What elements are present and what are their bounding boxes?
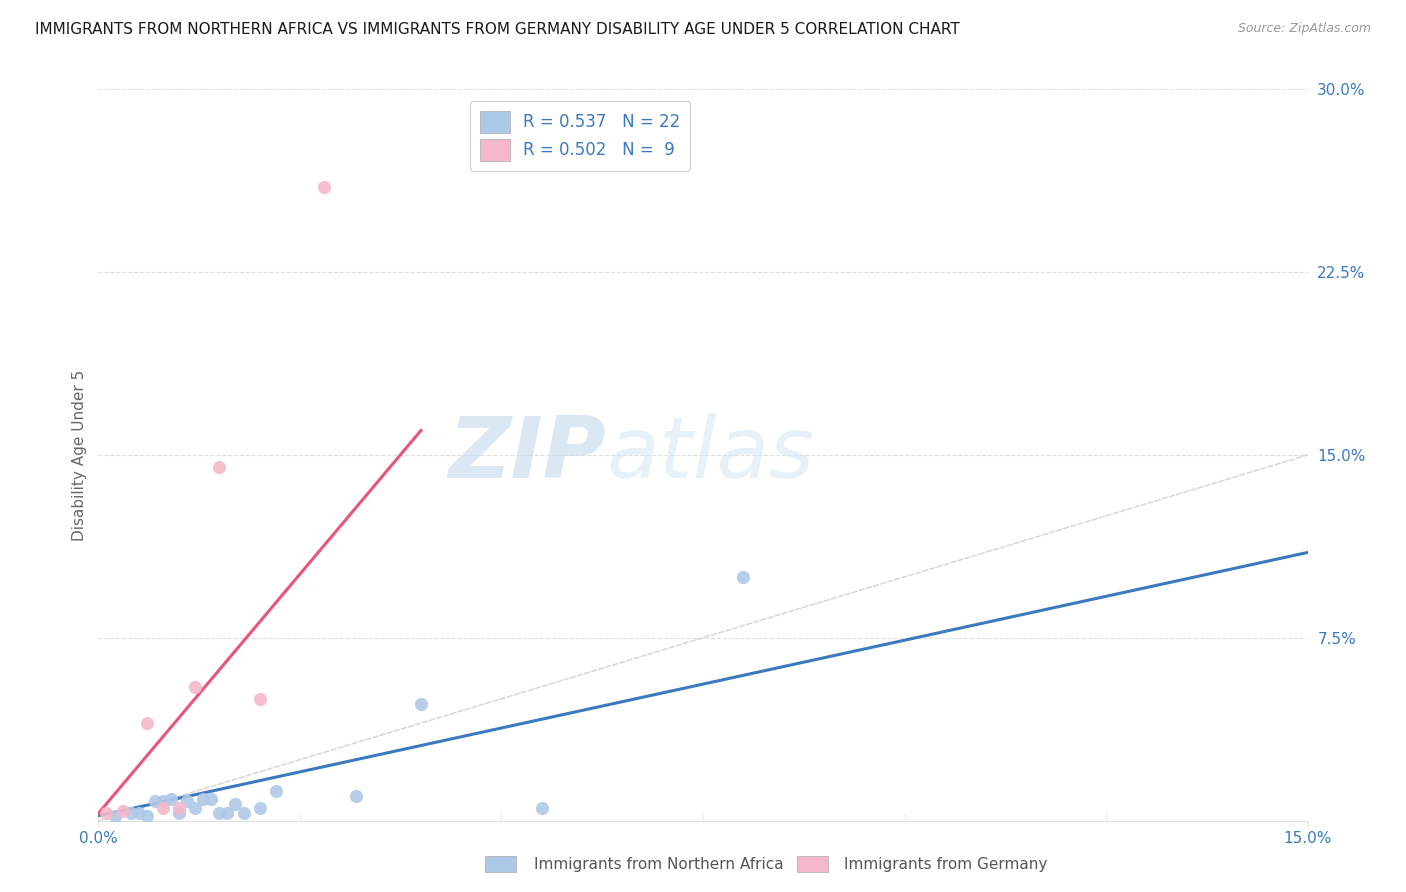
Point [135, 809, 157, 823]
Point [193, 791, 215, 805]
Point [249, 801, 271, 815]
Point [143, 794, 166, 808]
Point [184, 680, 207, 694]
Text: Source: ZipAtlas.com: Source: ZipAtlas.com [1237, 22, 1371, 36]
Point [530, 801, 553, 815]
Y-axis label: Disability Age Under 5: Disability Age Under 5 [72, 369, 87, 541]
Point [152, 794, 174, 808]
Point [208, 460, 231, 475]
Point [160, 791, 183, 805]
Text: Immigrants from Northern Africa: Immigrants from Northern Africa [534, 857, 785, 872]
Point [314, 179, 336, 194]
Point [344, 789, 367, 804]
Text: IMMIGRANTS FROM NORTHERN AFRICA VS IMMIGRANTS FROM GERMANY DISABILITY AGE UNDER : IMMIGRANTS FROM NORTHERN AFRICA VS IMMIG… [35, 22, 960, 37]
Point [135, 716, 157, 731]
Point [96, 806, 118, 821]
Text: Immigrants from Germany: Immigrants from Germany [844, 857, 1047, 872]
Point [167, 806, 190, 821]
Point [208, 806, 231, 821]
Point [232, 806, 254, 821]
Point [200, 791, 222, 805]
Point [167, 801, 190, 815]
Point [152, 801, 174, 815]
Point [224, 797, 246, 811]
Point [111, 804, 134, 818]
Text: ZIP: ZIP [449, 413, 606, 497]
Legend: R = 0.537   N = 22, R = 0.502   N =  9: R = 0.537 N = 22, R = 0.502 N = 9 [470, 101, 690, 170]
Point [249, 691, 271, 706]
Point [733, 570, 755, 584]
Point [103, 809, 125, 823]
Point [409, 697, 432, 711]
Text: atlas: atlas [606, 413, 814, 497]
Point [120, 806, 142, 821]
Point [264, 784, 287, 798]
Point [217, 806, 239, 821]
Point [128, 806, 150, 821]
Point [184, 801, 207, 815]
Point [176, 794, 198, 808]
